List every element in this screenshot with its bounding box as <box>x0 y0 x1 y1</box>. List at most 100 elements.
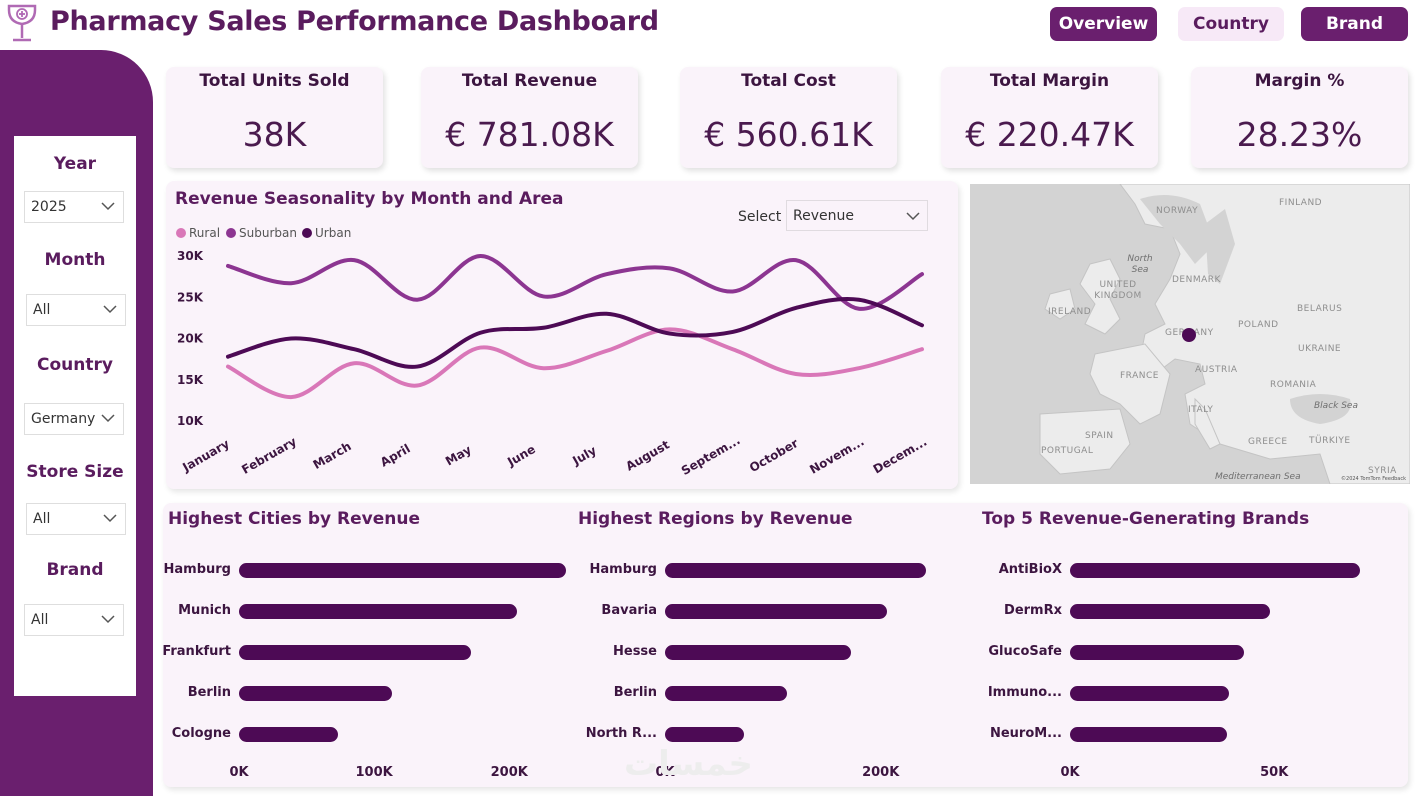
series-line-suburban[interactable] <box>226 253 924 311</box>
regions-chart-title: Highest Regions by Revenue <box>578 509 853 529</box>
map-label-syria: SYRIA <box>1368 466 1397 476</box>
bar-immuno[interactable] <box>1070 686 1230 701</box>
line-chart: 30K 25K 20K 15K 10K January February March April… <box>177 249 929 478</box>
series-line-rural[interactable] <box>226 327 924 400</box>
bar-category-label: North R... <box>585 726 657 741</box>
cities-chart-title: Highest Cities by Revenue <box>168 509 420 529</box>
bar-berlin[interactable] <box>239 686 392 701</box>
kpi-card-margin-percent: Margin % 28.23% <box>1191 67 1408 168</box>
x-tick-label: Septem... <box>679 433 743 478</box>
bar-berlin[interactable] <box>665 686 787 701</box>
map-label-turkiye: TÜRKIYE <box>1309 436 1351 446</box>
bar-category-label: Berlin <box>187 685 231 700</box>
map-label-belarus: BELARUS <box>1297 304 1343 314</box>
bar-category-label: Bavaria <box>601 603 657 618</box>
bar-hamburg[interactable] <box>665 563 926 578</box>
x-tick-label: October <box>747 436 801 475</box>
metric-select[interactable]: Revenue <box>786 200 928 231</box>
map-label-mediterranean: Mediterranean Sea <box>1215 472 1301 482</box>
series-line-urban[interactable] <box>226 296 924 369</box>
country-button[interactable]: Country <box>1178 7 1284 41</box>
bar-glucosafe[interactable] <box>1070 645 1244 660</box>
x-tick-label: March <box>311 439 354 472</box>
y-tick-label: 20K <box>177 332 204 346</box>
kpi-title: Total Margin <box>989 71 1110 91</box>
bar-category-label: DermRx <box>1004 603 1062 618</box>
bar-category-label: AntiBioX <box>998 562 1062 577</box>
month-select[interactable]: All <box>26 294 126 326</box>
bar-category-label: NeuroM... <box>989 726 1062 741</box>
legend-rural-dot <box>176 228 186 238</box>
brand-filter-label: Brand <box>46 560 104 580</box>
kpi-value: € 220.47K <box>965 115 1134 154</box>
watermark: خمسات <box>624 744 753 784</box>
year-select[interactable]: 2025 <box>24 191 124 223</box>
bar-hamburg[interactable] <box>239 563 566 578</box>
chevron-down-icon <box>906 212 920 221</box>
map-visual[interactable]: NORWAY FINLAND North Sea DENMARK UNITED … <box>970 184 1410 484</box>
x-tick-label: 0K <box>655 765 675 780</box>
legend-suburban-dot <box>226 228 236 238</box>
x-tick-label: 200K <box>490 765 528 780</box>
bar-cologne[interactable] <box>239 727 338 742</box>
brands-chart-title: Top 5 Revenue-Generating Brands <box>982 509 1310 529</box>
x-tick-label: April <box>378 441 413 469</box>
map-label-ukraine: UKRAINE <box>1298 344 1342 354</box>
map-label-norway: NORWAY <box>1156 206 1199 216</box>
x-tick-label: 0K <box>1060 765 1080 780</box>
bar-hesse[interactable] <box>665 645 851 660</box>
chevron-down-icon <box>103 305 117 314</box>
kpi-title: Margin % <box>1254 71 1345 91</box>
month-filter-label: Month <box>44 250 106 270</box>
metric-select-value: Revenue <box>793 207 854 224</box>
overview-button[interactable]: Overview <box>1050 7 1157 41</box>
map-label-spain: SPAIN <box>1085 431 1114 441</box>
bar-antibiox[interactable] <box>1070 563 1360 578</box>
store-size-select[interactable]: All <box>26 503 126 535</box>
map-marker-germany[interactable] <box>1182 328 1196 342</box>
x-tick-label: June <box>504 442 538 469</box>
metric-select-label: Select <box>738 209 782 225</box>
legend-rural[interactable]: Rural <box>176 226 220 240</box>
filter-panel: Year 2025 Month All Country Germany Stor… <box>14 136 136 696</box>
country-select[interactable]: Germany <box>24 403 124 435</box>
x-tick-label: May <box>443 443 474 469</box>
map-attribution: ©2024 TomTom Feedback <box>1341 476 1406 482</box>
x-tick-label: January <box>179 437 232 475</box>
line-chart-panel <box>166 181 958 489</box>
kpi-value: € 781.08K <box>445 115 614 154</box>
bar-category-label: Hesse <box>613 644 657 659</box>
kpi-value: 38K <box>242 115 307 154</box>
map-label-france: FRANCE <box>1120 371 1159 381</box>
bar-dermrx[interactable] <box>1070 604 1271 619</box>
store-size-filter-label: Store Size <box>26 462 124 482</box>
map-label-ireland: IRELAND <box>1048 307 1092 317</box>
legend-suburban-label: Suburban <box>239 226 297 240</box>
map-label-poland: POLAND <box>1238 320 1279 330</box>
legend-suburban[interactable]: Suburban <box>226 226 297 240</box>
y-tick-label: 25K <box>177 290 204 304</box>
kpi-card-revenue: Total Revenue € 781.08K <box>421 67 638 168</box>
chevron-down-icon <box>101 202 115 211</box>
brand-button[interactable]: Brand <box>1301 7 1408 41</box>
bar-frankfurt[interactable] <box>239 645 472 660</box>
map-label-denmark: DENMARK <box>1172 275 1221 285</box>
kpi-card-margin: Total Margin € 220.47K <box>941 67 1158 168</box>
kpi-card-cost: Total Cost € 560.61K <box>680 67 897 168</box>
bar-neurom[interactable] <box>1070 727 1228 742</box>
bar-bavaria[interactable] <box>665 604 888 619</box>
legend-urban[interactable]: Urban <box>302 226 351 240</box>
map-label-north-sea: North Sea <box>1127 254 1153 275</box>
header: Pharmacy Sales Performance Dashboard Ove… <box>0 0 1416 50</box>
y-tick-label: 10K <box>177 414 204 428</box>
bar-category-label: Hamburg <box>589 562 657 577</box>
chevron-down-icon <box>101 615 115 624</box>
bar-northr[interactable] <box>665 727 744 742</box>
bar-category-label: GlucoSafe <box>988 644 1062 659</box>
brand-select-value: All <box>31 612 49 628</box>
month-select-value: All <box>33 302 51 318</box>
kpi-title: Total Units Sold <box>199 71 350 91</box>
bar-munich[interactable] <box>239 604 518 619</box>
map-label-black-sea: Black Sea <box>1314 401 1358 411</box>
brand-select[interactable]: All <box>24 604 124 636</box>
